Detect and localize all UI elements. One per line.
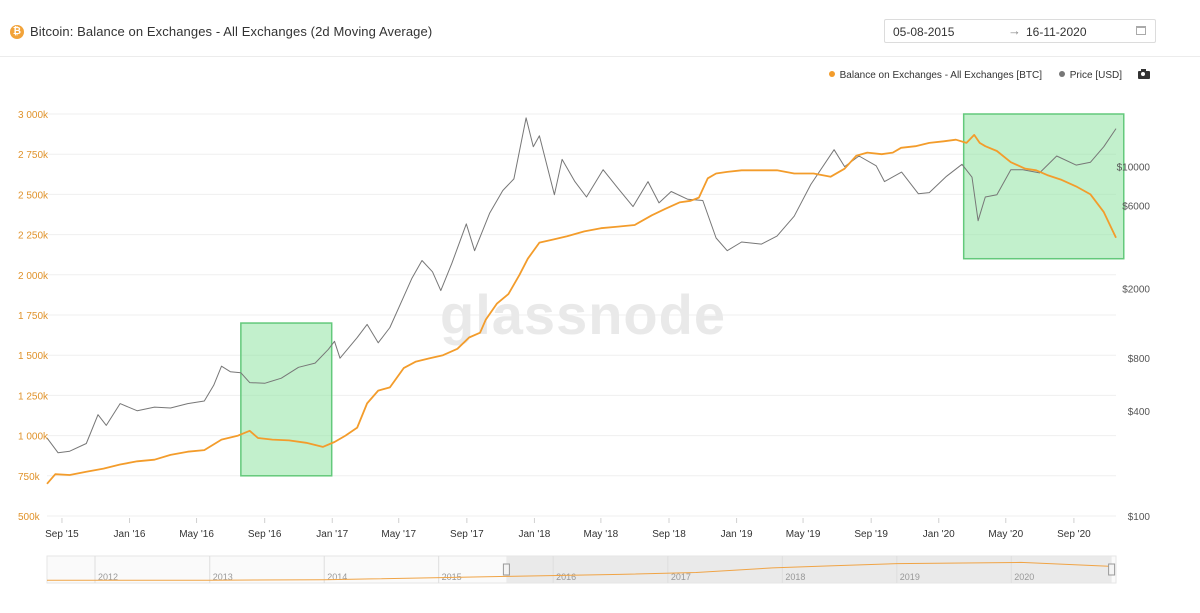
y-left-tick-label: 1 250k	[18, 391, 49, 402]
legend-label-price: Price [USD]	[1069, 70, 1122, 81]
legend-item-price[interactable]: Price [USD]	[1058, 70, 1122, 81]
y-right-tick-label: $800	[1128, 354, 1151, 365]
y-left-tick-label: 2 500k	[18, 190, 49, 201]
navigator-handle	[502, 563, 510, 576]
x-tick-label: Jan '19	[721, 529, 753, 540]
bitcoin-icon: ₿	[10, 25, 24, 39]
legend-item-balance[interactable]: Balance on Exchanges - All Exchanges [BT…	[828, 70, 1042, 81]
x-tick-label: Jan '17	[316, 529, 348, 540]
date-range-picker[interactable]: 05-08-2015 → 16-11-2020	[884, 19, 1156, 43]
navigator-year-label: 2015	[442, 572, 462, 582]
highlight-box	[240, 322, 333, 477]
chart-title: Bitcoin: Balance on Exchanges - All Exch…	[30, 24, 433, 39]
y-right-tick-label: $6000	[1122, 201, 1150, 212]
y-left-tick-label: 2 250k	[18, 231, 49, 242]
navigator-handle	[1108, 563, 1116, 576]
y-left-tick-label: 1 750k	[18, 311, 49, 322]
series-lines	[46, 117, 1117, 485]
y-left-tick-label: 1 000k	[18, 432, 49, 443]
x-tick-label: May '19	[786, 529, 821, 540]
x-tick-label: Sep '16	[248, 529, 282, 540]
date-from-field[interactable]: 05-08-2015	[893, 25, 955, 39]
x-tick-label: Sep '19	[854, 529, 888, 540]
y-right-tick-label: $2000	[1122, 285, 1150, 296]
y-left-tick-label: 1 500k	[18, 351, 49, 362]
y-left-tick-label: 500k	[18, 512, 41, 523]
navigator-year-label: 2014	[327, 572, 347, 582]
y-left-tick-label: 750k	[18, 472, 41, 483]
navigator-track	[46, 555, 1117, 584]
navigator-year-label: 2013	[213, 572, 233, 582]
y-axis-right: $100 $400 $800 $2000 $6000 $10000	[1117, 163, 1151, 523]
x-tick-label: Sep '15	[45, 529, 79, 540]
x-tick-label: Sep '20	[1057, 529, 1091, 540]
watermark: glassnode	[440, 283, 726, 346]
x-tick-label: May '17	[381, 529, 416, 540]
gridlines	[47, 113, 1116, 517]
chart-legend: Balance on Exchanges - All Exchanges [BT…	[815, 70, 1122, 81]
legend-label-balance: Balance on Exchanges - All Exchanges [BT…	[839, 70, 1042, 81]
x-tick-label: Jan '18	[518, 529, 550, 540]
x-tick-label: May '20	[988, 529, 1023, 540]
navigator-year-label: 2018	[785, 572, 805, 582]
y-right-tick-label: $400	[1128, 407, 1151, 418]
camera-icon[interactable]	[1138, 69, 1150, 79]
x-tick-label: Jan '16	[114, 529, 146, 540]
navigator-year-label: 2019	[900, 572, 920, 582]
x-axis: Sep '15 Jan '16 May '16 Sep '16 Jan '17 May '…	[45, 518, 1091, 540]
navigator-year-label: 2012	[98, 572, 118, 582]
highlight-box	[962, 113, 1125, 260]
y-axis-left: 500k 750k 1 000k 1 250k 1 500k 1 750k 2 000k 2 …	[18, 110, 49, 523]
x-tick-label: Jan '20	[923, 529, 955, 540]
y-right-tick-label: $100	[1128, 512, 1151, 523]
navigator-year-label: 2016	[556, 572, 576, 582]
y-left-tick-label: 2 750k	[18, 150, 49, 161]
x-tick-label: May '18	[584, 529, 619, 540]
navigator-selection	[506, 556, 1112, 583]
y-right-tick-label: $10000	[1117, 163, 1151, 174]
arrow-right-icon: →	[1008, 23, 1021, 38]
legend-dot-price	[1058, 71, 1065, 77]
navigator-series-line	[46, 561, 1112, 581]
range-navigator: 2012 2013 2014 2015 2016 2017 2018 2019 2020	[46, 555, 1117, 584]
series-line-balance	[46, 134, 1117, 485]
highlight-boxes	[240, 113, 1125, 477]
calendar-icon[interactable]	[1136, 26, 1146, 35]
legend-dot-balance	[828, 71, 835, 77]
x-tick-label: May '16	[179, 529, 214, 540]
navigator-year-label: 2017	[671, 572, 691, 582]
navigator-year-label: 2020	[1014, 572, 1034, 582]
chart-header: ₿ Bitcoin: Balance on Exchanges - All Ex…	[0, 0, 1200, 57]
date-to-field[interactable]: 16-11-2020	[1026, 25, 1087, 39]
x-tick-label: Sep '17	[450, 529, 484, 540]
x-tick-label: Sep '18	[652, 529, 686, 540]
y-left-tick-label: 3 000k	[18, 110, 49, 121]
y-left-tick-label: 2 000k	[18, 271, 49, 282]
series-line-price	[46, 117, 1117, 454]
